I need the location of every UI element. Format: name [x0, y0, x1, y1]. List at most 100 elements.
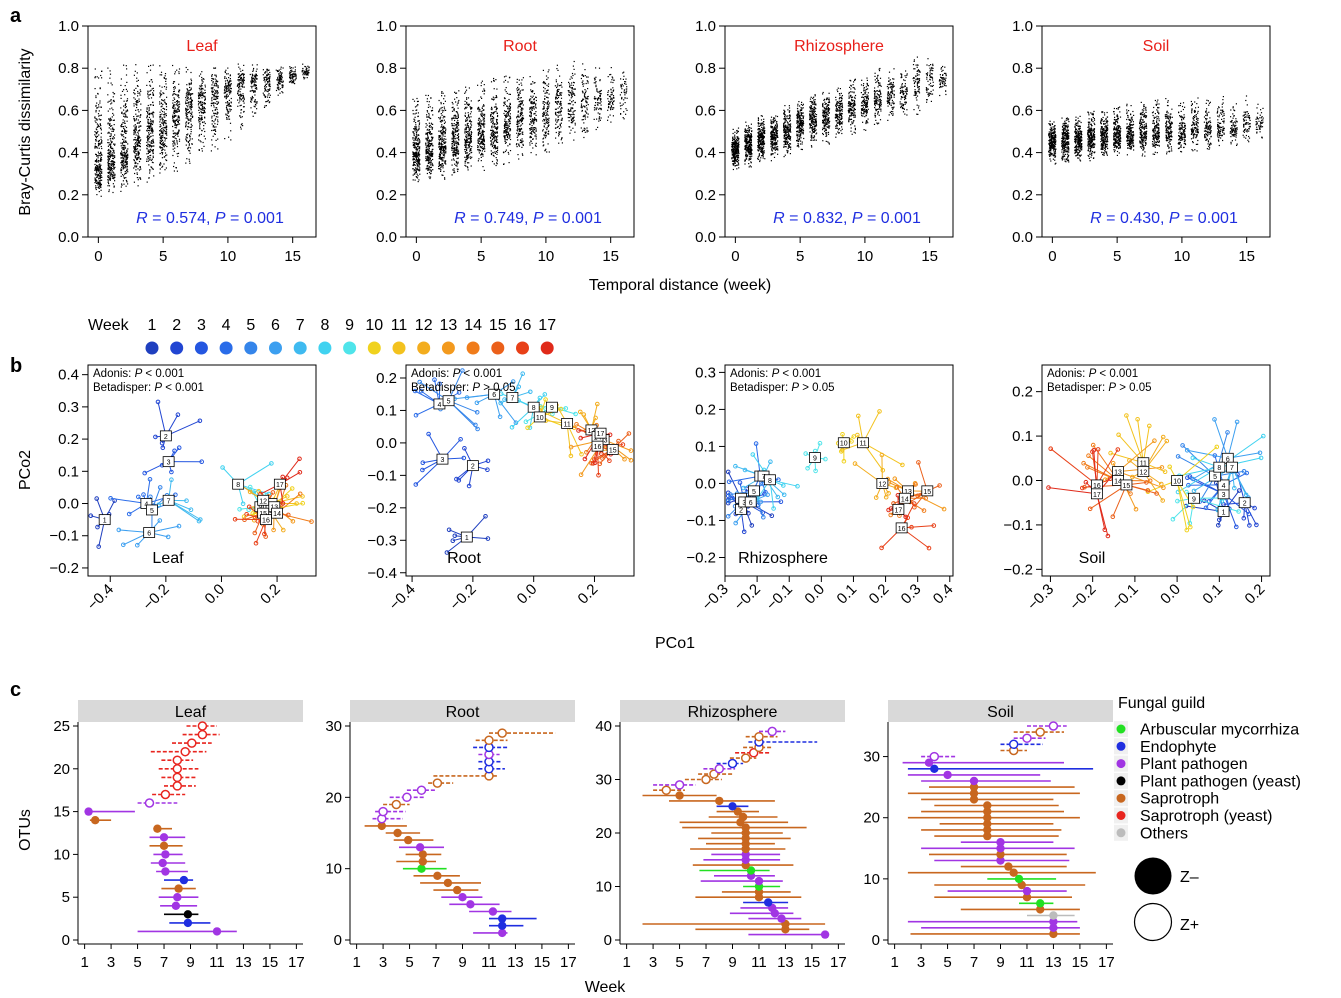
- data-point: [429, 132, 431, 134]
- data-point: [560, 84, 562, 86]
- data-point: [173, 121, 175, 123]
- data-point: [253, 83, 255, 85]
- data-point: [107, 159, 109, 161]
- data-point: [414, 161, 416, 163]
- data-point: [529, 114, 531, 117]
- data-point: [480, 137, 482, 139]
- data-point: [492, 113, 494, 115]
- data-point: [503, 105, 505, 107]
- data-point: [198, 106, 200, 108]
- data-point: [229, 79, 231, 81]
- data-point: [199, 128, 201, 130]
- data-point: [530, 101, 532, 103]
- data-point: [268, 96, 271, 98]
- data-point: [112, 171, 114, 173]
- data-point: [426, 158, 428, 160]
- data-point: [445, 128, 447, 130]
- data-point: [163, 108, 165, 110]
- data-point: [100, 125, 102, 127]
- data-point: [425, 143, 427, 145]
- data-point: [188, 84, 190, 86]
- data-point: [111, 163, 113, 165]
- data-point: [451, 123, 453, 125]
- data-point: [279, 72, 281, 74]
- data-point: [147, 112, 149, 114]
- data-point: [150, 64, 152, 67]
- data-point: [176, 110, 178, 112]
- data-point: [503, 131, 505, 133]
- data-point: [451, 142, 454, 144]
- data-point: [225, 107, 228, 109]
- data-point: [197, 92, 200, 94]
- data-point: [468, 134, 470, 136]
- data-point: [443, 138, 445, 140]
- data-point: [521, 138, 523, 140]
- data-point: [109, 120, 111, 122]
- data-point: [509, 150, 512, 152]
- data-point: [160, 135, 162, 137]
- data-point: [120, 154, 122, 156]
- data-point: [517, 107, 519, 109]
- data-point: [139, 137, 141, 139]
- data-point: [418, 158, 420, 160]
- data-point: [417, 160, 419, 162]
- data-point: [417, 120, 419, 122]
- data-point: [211, 88, 213, 90]
- data-point: [95, 179, 97, 181]
- data-point: [412, 144, 414, 147]
- data-point: [164, 113, 166, 115]
- data-point: [414, 144, 416, 146]
- data-point: [438, 135, 441, 137]
- data-point: [165, 113, 167, 115]
- data-point: [542, 108, 544, 110]
- data-point: [217, 92, 219, 94]
- data-point: [444, 131, 446, 134]
- data-point: [490, 119, 492, 121]
- data-point: [531, 142, 533, 144]
- data-point: [163, 122, 165, 124]
- data-point: [455, 116, 457, 118]
- data-point: [162, 144, 164, 146]
- data-point: [107, 181, 109, 183]
- data-point: [480, 114, 482, 116]
- data-point: [97, 182, 100, 184]
- data-point: [241, 83, 243, 85]
- data-point: [134, 155, 137, 157]
- data-point: [522, 108, 524, 110]
- data-point: [470, 126, 472, 128]
- data-point: [429, 164, 431, 166]
- data-point: [453, 108, 455, 110]
- data-point: [172, 64, 174, 67]
- data-point: [425, 151, 427, 153]
- data-point: [543, 108, 545, 110]
- data-point: [569, 103, 572, 105]
- data-point: [174, 87, 176, 89]
- data-point: [289, 72, 291, 74]
- data-point: [238, 80, 240, 82]
- data-point: [99, 170, 101, 172]
- data-point: [479, 125, 482, 127]
- data-point: [174, 71, 176, 73]
- data-point: [279, 81, 281, 83]
- data-point: [177, 95, 179, 97]
- data-point: [120, 133, 122, 135]
- data-point: [555, 96, 557, 98]
- data-point: [164, 114, 166, 116]
- data-point: [255, 101, 257, 103]
- data-point: [109, 176, 111, 178]
- data-point: [456, 157, 458, 160]
- data-point: [464, 132, 466, 134]
- data-point: [133, 132, 135, 134]
- data-point: [178, 104, 180, 106]
- data-point: [186, 158, 188, 160]
- data-point: [417, 175, 419, 177]
- data-point: [544, 88, 546, 90]
- data-point: [146, 153, 148, 155]
- data-point: [442, 167, 444, 169]
- data-point: [547, 143, 549, 145]
- data-point: [212, 102, 214, 104]
- data-point: [464, 114, 466, 116]
- data-point: [251, 111, 254, 113]
- data-point: [161, 144, 164, 146]
- data-point: [442, 165, 444, 167]
